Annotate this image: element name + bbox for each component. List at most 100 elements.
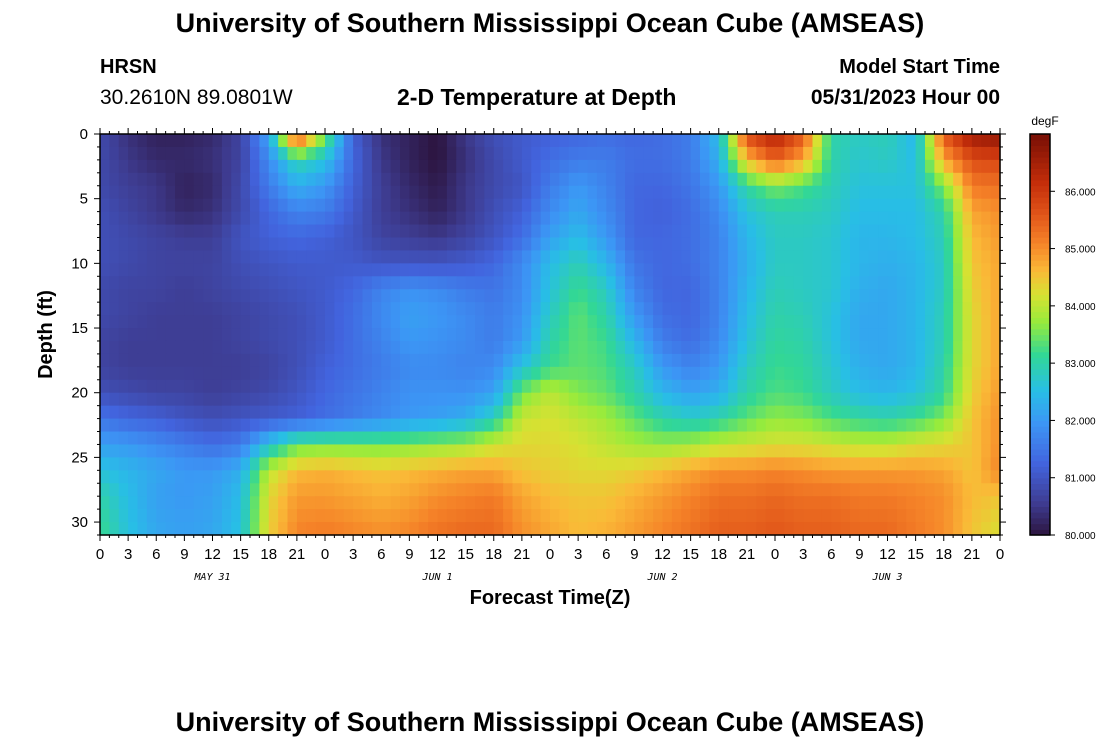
heatmap-cell [306, 340, 317, 355]
heatmap-cell [821, 302, 832, 316]
heatmap-cell [521, 198, 532, 213]
heatmap-cell [587, 328, 598, 342]
heatmap-cell [943, 444, 954, 458]
heatmap-cell [146, 379, 157, 394]
heatmap-cell [728, 159, 739, 174]
heatmap-cell [934, 185, 945, 200]
heatmap-cell [503, 457, 514, 471]
heatmap-cell [803, 470, 814, 484]
heatmap-cell [606, 224, 617, 239]
heatmap-cell [306, 522, 317, 536]
heatmap-cell [756, 328, 767, 342]
heatmap-cell [381, 250, 392, 264]
heatmap-cell [568, 457, 579, 471]
heatmap-cell [184, 211, 195, 226]
heatmap-cell [718, 198, 729, 213]
heatmap-cell [615, 276, 626, 290]
heatmap-cell [540, 444, 551, 458]
heatmap-cell [315, 496, 326, 510]
heatmap-cell [559, 224, 570, 239]
heatmap-cell [175, 315, 185, 329]
heatmap-cell [596, 237, 607, 252]
heatmap-cell [418, 444, 429, 458]
heatmap-cell [428, 392, 439, 407]
heatmap-cell [550, 224, 560, 239]
heatmap-cell [409, 405, 420, 420]
heatmap-cell [953, 146, 964, 161]
heatmap-cell [540, 328, 551, 342]
heatmap-cell [287, 263, 298, 277]
heatmap-cell [343, 146, 354, 161]
heatmap-cell [728, 146, 739, 161]
heatmap-cell [278, 159, 289, 174]
heatmap-cell [203, 172, 214, 187]
heatmap-cell [971, 134, 982, 148]
heatmap-cell [400, 366, 410, 381]
heatmap-cell [765, 457, 776, 471]
heatmap-cell [887, 379, 898, 394]
heatmap-cell [615, 263, 626, 277]
heatmap-cell [390, 379, 401, 394]
heatmap-cell [278, 457, 289, 471]
heatmap-cell [353, 211, 364, 226]
heatmap-cell [718, 263, 729, 277]
heatmap-cell [765, 146, 776, 161]
heatmap-cell [568, 509, 579, 523]
heatmap-cell [850, 496, 860, 510]
heatmap-cell [990, 250, 1001, 264]
heatmap-cell [934, 276, 945, 290]
heatmap-cell [765, 172, 776, 187]
heatmap-cell [840, 431, 851, 446]
heatmap-cell [437, 146, 448, 161]
heatmap-cell [540, 457, 551, 471]
heatmap-cell [990, 172, 1001, 187]
heatmap-cell [521, 392, 532, 407]
heatmap-cell [943, 224, 954, 239]
heatmap-cell [587, 211, 598, 226]
heatmap-cell [465, 185, 476, 200]
heatmap-cell [221, 353, 232, 368]
heatmap-cell [934, 457, 945, 471]
heatmap-cell [643, 315, 654, 329]
heatmap-cell [587, 134, 598, 148]
heatmap-cell [775, 431, 785, 446]
heatmap-cell [212, 496, 223, 510]
heatmap-cell [990, 379, 1001, 394]
heatmap-cell [634, 366, 645, 381]
heatmap-cell [568, 185, 579, 200]
heatmap-cell [118, 483, 129, 497]
heatmap-cell [896, 146, 907, 161]
y-tick-label: 10 [71, 255, 88, 272]
heatmap-cell [475, 418, 485, 433]
heatmap-cell [550, 172, 560, 187]
heatmap-cell [259, 315, 270, 329]
heatmap-cell [259, 250, 270, 264]
heatmap-cell [334, 496, 345, 510]
heatmap-cell [850, 159, 860, 174]
heatmap-cell [512, 134, 523, 148]
heatmap-cell [550, 353, 560, 368]
heatmap-cell [550, 457, 560, 471]
heatmap-cell [343, 522, 354, 536]
heatmap-cell [662, 263, 673, 277]
heatmap-cell [175, 250, 185, 264]
heatmap-cell [915, 276, 926, 290]
heatmap-cell [775, 289, 785, 303]
heatmap-cell [259, 418, 270, 433]
heatmap-cell [325, 159, 335, 174]
heatmap-cell [925, 289, 935, 303]
colorbar-swatch [1030, 328, 1050, 336]
heatmap-cell [596, 392, 607, 407]
heatmap-cell [203, 470, 214, 484]
heatmap-cell [709, 185, 720, 200]
heatmap-cell [109, 483, 120, 497]
heatmap-cell [850, 340, 860, 355]
heatmap-cell [971, 431, 982, 446]
heatmap-cell [493, 172, 504, 187]
heatmap-cell [137, 250, 148, 264]
heatmap-cell [531, 405, 542, 420]
heatmap-cell [943, 366, 954, 381]
heatmap-cell [653, 250, 664, 264]
heatmap-cell [156, 496, 167, 510]
heatmap-cell [962, 224, 973, 239]
